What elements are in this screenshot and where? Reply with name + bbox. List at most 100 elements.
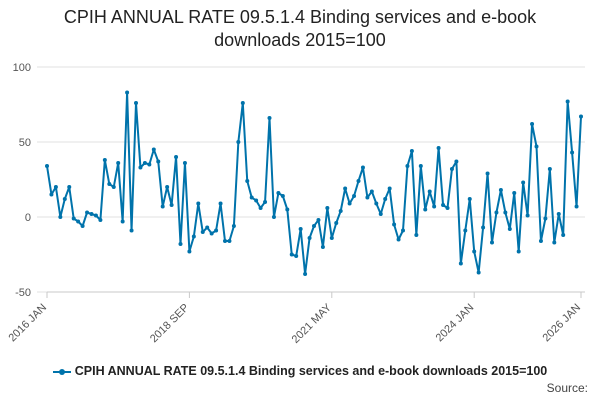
data-point	[187, 249, 192, 254]
data-point	[298, 227, 303, 231]
data-point	[463, 228, 468, 233]
data-point	[378, 212, 383, 216]
data-point	[271, 215, 276, 219]
data-point	[547, 167, 552, 171]
data-point	[67, 185, 72, 189]
data-point	[503, 210, 508, 215]
data-point	[320, 245, 325, 249]
data-point	[227, 239, 232, 243]
data-point	[151, 147, 156, 152]
data-point	[579, 114, 583, 119]
source-label: Source:	[546, 381, 588, 395]
data-point	[165, 185, 170, 189]
data-point	[490, 240, 494, 245]
data-point	[294, 254, 299, 258]
data-point	[80, 224, 85, 228]
data-point	[427, 189, 432, 194]
y-tick-label: 50	[19, 137, 31, 149]
data-point	[485, 171, 490, 176]
data-point	[387, 186, 392, 191]
data-point	[338, 209, 343, 213]
data-point	[191, 234, 196, 239]
y-axis-ticks: 100 50 0 -50	[13, 62, 31, 299]
chart-title-line-2: downloads 2015=100	[214, 30, 386, 50]
data-point	[263, 200, 268, 204]
data-point	[58, 215, 63, 219]
data-point	[418, 164, 423, 168]
data-point	[441, 203, 446, 207]
x-axis: 2016 JAN 2018 SEP 2021 MAY 2024 JAN 2026 JAN	[6, 291, 585, 346]
data-point	[182, 161, 187, 165]
data-point	[401, 228, 405, 233]
data-point	[552, 240, 557, 245]
data-point	[570, 150, 575, 155]
data-point	[93, 213, 98, 218]
data-point	[538, 239, 543, 243]
data-point	[218, 201, 223, 206]
data-point	[169, 203, 174, 207]
data-point	[258, 206, 263, 210]
data-point	[102, 158, 107, 162]
data-point	[374, 201, 379, 206]
data-point	[396, 237, 401, 242]
data-point	[392, 222, 397, 227]
chart-title-line-1: CPIH ANNUAL RATE 09.5.1.4 Binding servic…	[63, 7, 537, 27]
data-point	[467, 197, 472, 201]
data-point	[62, 197, 67, 201]
series-group	[45, 90, 583, 276]
data-point	[236, 140, 241, 144]
data-point	[414, 233, 419, 237]
y-tick-label: -50	[15, 287, 31, 299]
data-point	[134, 101, 138, 105]
data-point	[120, 219, 125, 224]
x-tick-label: 2018 SEP	[148, 302, 192, 346]
data-point	[285, 207, 290, 212]
series-line	[46, 91, 582, 275]
data-point	[329, 236, 334, 240]
data-point	[98, 218, 103, 222]
data-point	[543, 216, 548, 221]
data-point	[76, 219, 81, 224]
data-point	[472, 249, 477, 254]
data-point	[200, 230, 205, 234]
data-point	[449, 167, 454, 171]
data-point	[498, 188, 503, 192]
legend: CPIH ANNUAL RATE 09.5.1.4 Binding servic…	[0, 364, 600, 378]
x-tick-label: 2026 JAN	[540, 302, 583, 345]
data-point	[534, 144, 539, 149]
data-point	[267, 116, 272, 120]
data-point	[111, 185, 116, 189]
data-point	[303, 272, 308, 276]
data-point	[45, 164, 49, 168]
chart-title: CPIH ANNUAL RATE 09.5.1.4 Binding servic…	[0, 6, 600, 52]
data-point	[289, 252, 294, 257]
data-point	[142, 161, 147, 165]
data-point	[530, 122, 535, 126]
data-point	[125, 90, 130, 95]
data-point	[231, 224, 236, 228]
data-point	[325, 206, 330, 210]
data-point	[360, 165, 365, 170]
data-point	[445, 206, 450, 210]
x-tick-label: 2021 MAY	[290, 301, 335, 346]
data-point	[405, 164, 410, 168]
data-point	[307, 236, 312, 240]
data-point	[454, 159, 459, 164]
data-point	[138, 165, 143, 170]
data-point	[129, 228, 134, 233]
data-point	[312, 224, 316, 228]
data-point	[174, 155, 179, 159]
data-point	[525, 213, 530, 218]
data-point	[458, 261, 463, 266]
data-point	[196, 201, 201, 206]
y-tick-label: 0	[25, 212, 31, 224]
data-point	[205, 225, 210, 230]
data-point	[343, 186, 348, 191]
data-point	[254, 198, 259, 203]
data-point	[156, 159, 161, 164]
data-point	[160, 204, 165, 209]
data-point	[423, 207, 428, 212]
data-point	[352, 194, 357, 198]
data-point	[383, 197, 388, 201]
